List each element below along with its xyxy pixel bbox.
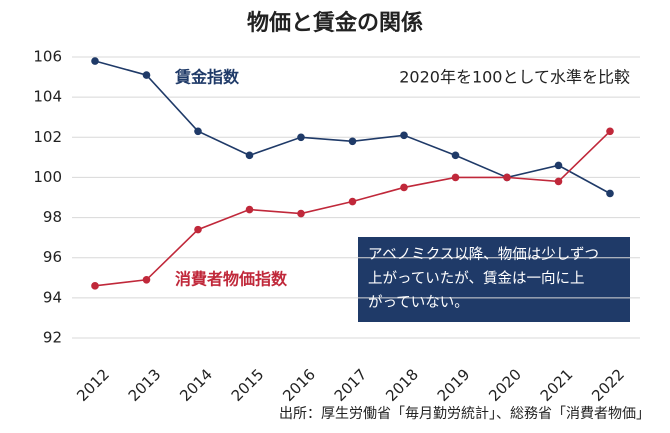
y-tick-label: 100 [33, 168, 62, 186]
annotation-text: アベノミクス以降、物価は少しずつ [368, 246, 599, 263]
annotation-text: がっていない。 [368, 294, 469, 311]
y-tick-label: 94 [43, 288, 62, 306]
x-tick-label: 2015 [228, 365, 268, 405]
x-tick-label: 2019 [434, 365, 474, 405]
y-tick-label: 102 [33, 128, 62, 146]
series-label: 消費者物価指数 [175, 270, 288, 289]
x-tick-label: 2012 [73, 365, 113, 405]
x-tick-label: 2022 [588, 365, 628, 405]
data-point [91, 57, 99, 65]
data-point [451, 151, 460, 160]
y-tick-label: 96 [43, 248, 62, 266]
x-tick-label: 2017 [331, 365, 371, 405]
data-point [503, 173, 511, 182]
y-tick-label: 92 [43, 329, 62, 347]
data-point [142, 275, 151, 284]
annotation-box [358, 237, 630, 322]
data-point [554, 177, 563, 186]
x-tick-label: 2021 [537, 365, 577, 405]
y-tick-label: 98 [43, 208, 62, 226]
x-tick-label: 2018 [382, 365, 422, 405]
data-point [606, 127, 614, 136]
x-tick-label: 2016 [279, 365, 319, 405]
data-point [245, 151, 254, 160]
data-point [91, 282, 99, 290]
x-tick-label: 2013 [125, 365, 165, 405]
data-point [142, 71, 151, 79]
annotation-text: 上がっていたが、賃金は一向に上 [368, 270, 584, 287]
data-point [451, 173, 460, 182]
y-tick-label: 104 [33, 88, 62, 106]
data-point [297, 133, 305, 142]
series-label: 賃金指数 [174, 68, 240, 87]
y-tick-label: 106 [33, 48, 62, 66]
data-point [400, 131, 408, 140]
data-point [348, 197, 357, 206]
data-point [245, 205, 254, 214]
data-point [194, 225, 202, 234]
chart-title: 物価と賃金の関係 [247, 10, 423, 36]
x-tick-label: 2020 [485, 365, 525, 405]
x-tick-label: 2014 [176, 365, 216, 405]
source: 出所：厚生労働省「毎月勤労統計」、総務省「消費者物価」 [279, 406, 650, 422]
data-point [297, 209, 305, 218]
data-point [606, 189, 614, 198]
data-point [400, 183, 408, 192]
data-point [348, 137, 357, 146]
data-point [554, 161, 563, 170]
chart-subtitle: 2020年を100として水準を比較 [399, 68, 630, 87]
data-point [194, 127, 202, 136]
